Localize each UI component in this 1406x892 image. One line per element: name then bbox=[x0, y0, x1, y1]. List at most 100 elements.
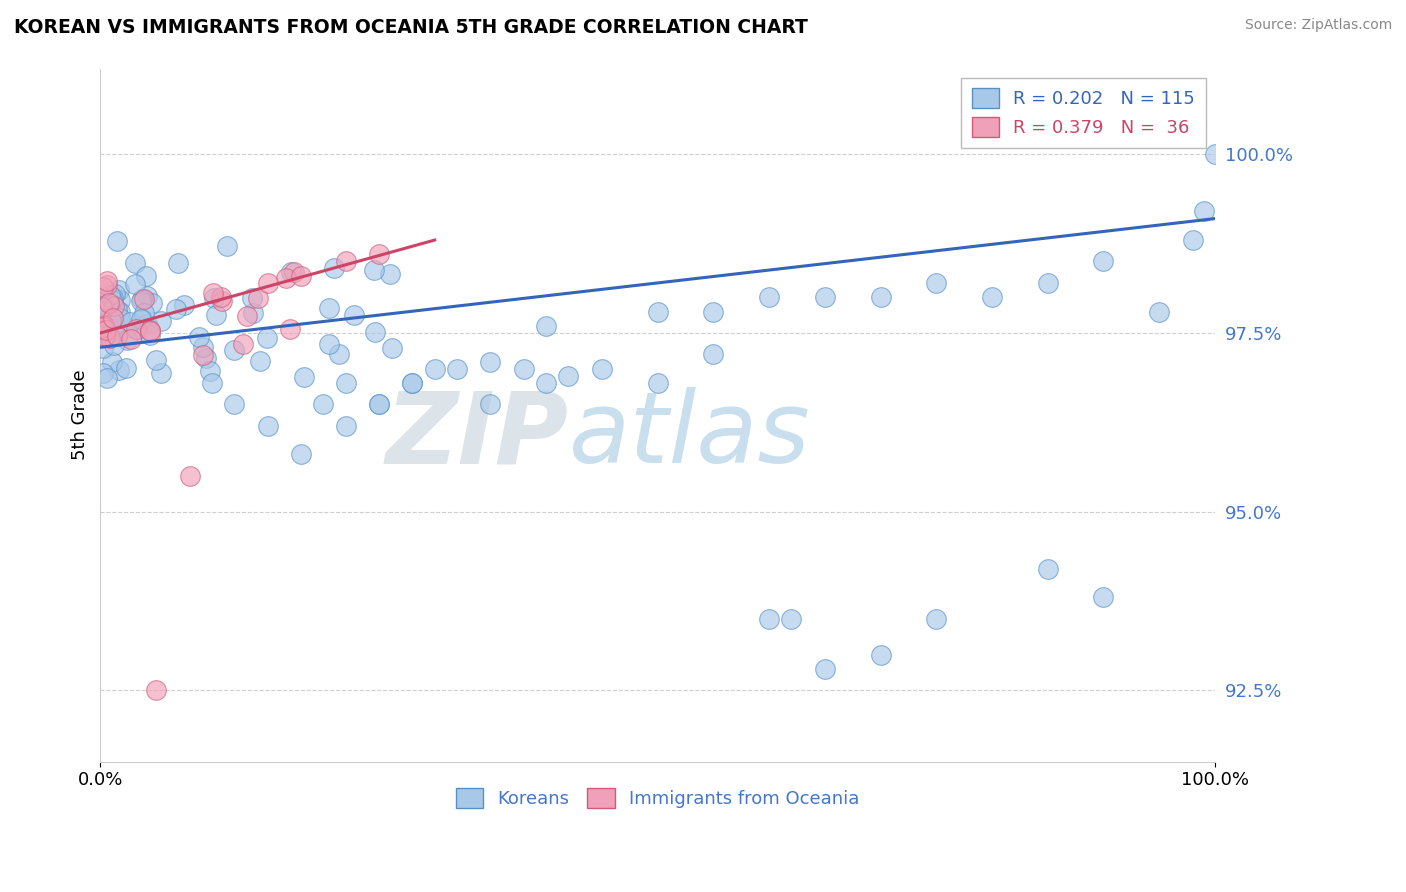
Point bbox=[91, 341, 114, 355]
Point bbox=[1192, 204, 1215, 219]
Point bbox=[94, 326, 117, 340]
Point bbox=[534, 318, 557, 333]
Point bbox=[96, 273, 118, 287]
Point bbox=[278, 321, 301, 335]
Point bbox=[93, 301, 115, 316]
Point bbox=[209, 290, 232, 304]
Point bbox=[193, 348, 215, 362]
Point bbox=[93, 296, 115, 310]
Point bbox=[103, 299, 125, 313]
Point bbox=[150, 366, 173, 380]
Point bbox=[318, 337, 340, 351]
Point bbox=[188, 330, 211, 344]
Point bbox=[105, 329, 128, 343]
Point bbox=[100, 314, 122, 328]
Point bbox=[335, 376, 357, 390]
Point bbox=[141, 296, 163, 310]
Point bbox=[557, 368, 579, 383]
Point bbox=[368, 247, 391, 261]
Point bbox=[139, 323, 162, 337]
Point bbox=[93, 318, 115, 333]
Point bbox=[131, 292, 153, 306]
Point bbox=[96, 278, 118, 293]
Point bbox=[105, 303, 128, 318]
Point bbox=[201, 376, 224, 390]
Point bbox=[290, 268, 312, 283]
Point bbox=[1036, 276, 1059, 290]
Point bbox=[702, 347, 724, 361]
Point bbox=[323, 261, 346, 276]
Point bbox=[256, 331, 278, 345]
Point bbox=[135, 289, 157, 303]
Point bbox=[202, 286, 225, 301]
Point bbox=[290, 447, 312, 461]
Point bbox=[343, 308, 366, 322]
Point bbox=[173, 298, 195, 312]
Point bbox=[198, 364, 221, 378]
Point bbox=[368, 397, 391, 411]
Point bbox=[96, 370, 118, 384]
Point bbox=[479, 354, 502, 368]
Point bbox=[780, 612, 803, 626]
Point bbox=[118, 315, 141, 329]
Point bbox=[100, 324, 122, 338]
Point bbox=[381, 341, 404, 355]
Point bbox=[202, 291, 225, 305]
Point bbox=[104, 318, 127, 333]
Point bbox=[191, 340, 214, 354]
Point bbox=[814, 662, 837, 676]
Point bbox=[145, 683, 167, 698]
Point bbox=[132, 306, 155, 320]
Point bbox=[513, 361, 536, 376]
Point bbox=[534, 376, 557, 390]
Point bbox=[91, 280, 114, 294]
Point bbox=[93, 318, 115, 333]
Point bbox=[101, 355, 124, 369]
Point bbox=[96, 316, 118, 330]
Point bbox=[423, 361, 446, 376]
Point bbox=[328, 347, 350, 361]
Point bbox=[591, 361, 613, 376]
Point bbox=[215, 239, 238, 253]
Point bbox=[98, 331, 121, 345]
Point bbox=[94, 314, 117, 328]
Point bbox=[108, 311, 131, 326]
Point bbox=[96, 323, 118, 337]
Point bbox=[124, 277, 146, 291]
Point bbox=[479, 397, 502, 411]
Point bbox=[91, 305, 114, 319]
Text: KOREAN VS IMMIGRANTS FROM OCEANIA 5TH GRADE CORRELATION CHART: KOREAN VS IMMIGRANTS FROM OCEANIA 5TH GR… bbox=[14, 18, 808, 37]
Point bbox=[101, 293, 124, 307]
Point bbox=[195, 351, 218, 365]
Point bbox=[292, 369, 315, 384]
Point bbox=[925, 276, 948, 290]
Point bbox=[139, 324, 162, 338]
Point bbox=[179, 469, 201, 483]
Point bbox=[145, 353, 167, 368]
Point bbox=[149, 314, 172, 328]
Point bbox=[103, 338, 125, 352]
Point bbox=[312, 397, 335, 411]
Point bbox=[869, 648, 891, 662]
Point bbox=[131, 311, 153, 326]
Point bbox=[335, 254, 357, 268]
Point bbox=[647, 304, 669, 318]
Point bbox=[91, 320, 114, 334]
Point bbox=[256, 276, 278, 290]
Point bbox=[101, 310, 124, 325]
Point bbox=[1181, 233, 1204, 247]
Point bbox=[401, 376, 423, 390]
Point bbox=[249, 354, 271, 368]
Point bbox=[380, 267, 402, 281]
Point bbox=[129, 293, 152, 308]
Point bbox=[104, 286, 127, 301]
Point bbox=[702, 304, 724, 318]
Point bbox=[647, 376, 669, 390]
Text: Source: ZipAtlas.com: Source: ZipAtlas.com bbox=[1244, 18, 1392, 32]
Point bbox=[401, 376, 423, 390]
Point bbox=[869, 290, 891, 304]
Point bbox=[247, 292, 270, 306]
Point bbox=[222, 343, 245, 358]
Point bbox=[108, 304, 131, 318]
Point bbox=[232, 336, 254, 351]
